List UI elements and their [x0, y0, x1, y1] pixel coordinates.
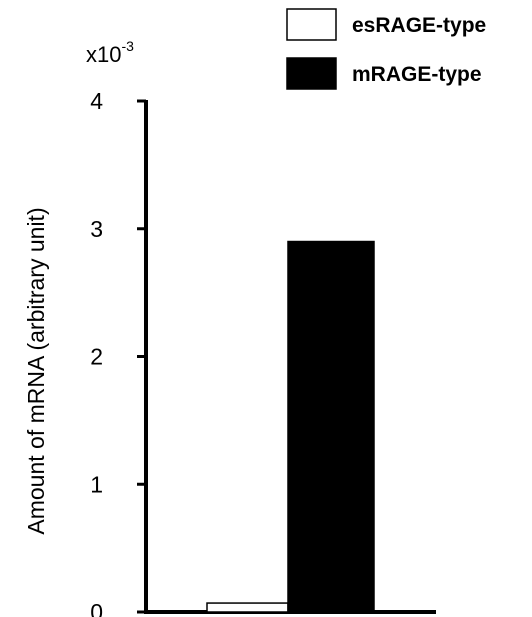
y-axis-multiplier: x10-3 — [86, 38, 134, 67]
y-ticks: 0 1 2 3 4 — [90, 88, 146, 617]
y-tick-label: 0 — [90, 599, 103, 617]
y-tick-label: 1 — [90, 471, 103, 497]
bars — [206, 240, 375, 613]
y-axis-title: Amount of mRNA (arbitrary unit) — [23, 207, 49, 534]
multiplier-base: x10 — [86, 42, 121, 67]
legend-label-mrage: mRAGE-type — [352, 63, 482, 86]
legend: esRAGE-type mRAGE-type — [286, 8, 486, 90]
y-tick-label: 3 — [90, 216, 103, 242]
multiplier-exponent: -3 — [121, 38, 134, 54]
legend-label-esrage: esRAGE-type — [352, 14, 486, 37]
y-tick-label: 4 — [90, 88, 103, 114]
legend-swatch-mrage — [286, 57, 337, 90]
bar-esrage-type — [206, 602, 289, 613]
bar-mrage-type — [287, 240, 375, 613]
legend-swatch-esrage — [286, 8, 337, 41]
y-tick-label: 2 — [90, 344, 103, 370]
